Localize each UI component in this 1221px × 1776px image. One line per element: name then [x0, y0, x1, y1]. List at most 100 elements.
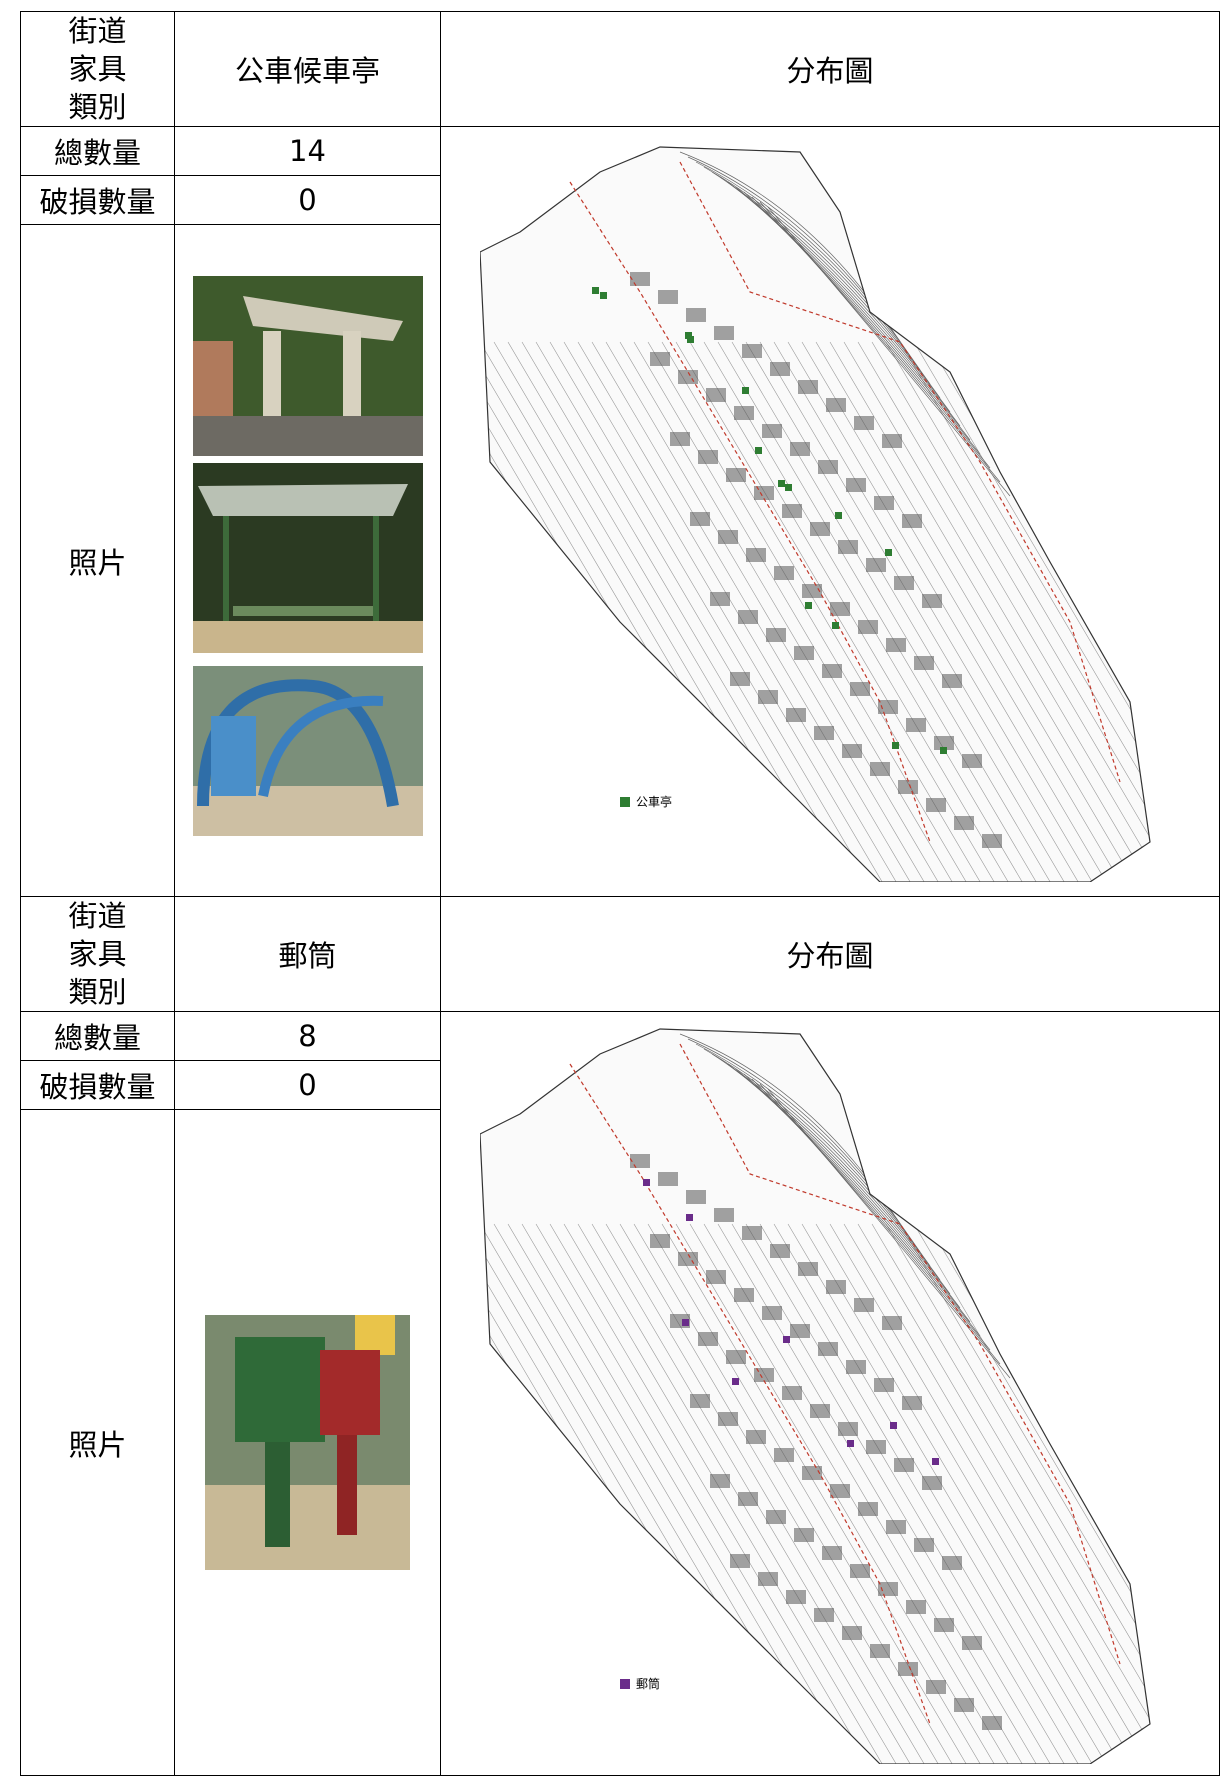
block: [962, 1635, 982, 1650]
block: [798, 1261, 818, 1276]
table-body: 街道家具類別 公車候車亭 分布圖 總數量 14 公車亭 破損數量 0 照片 街道家具類別 郵筒 分布圖…: [20, 11, 1220, 1776]
photos: [205, 1315, 410, 1570]
photo-row: 照片: [20, 1109, 1220, 1776]
block: [846, 477, 866, 492]
block: [686, 1189, 706, 1204]
block: [794, 1527, 814, 1542]
block: [746, 547, 766, 562]
marker: [932, 1457, 939, 1465]
map-line: [535, 1223, 867, 1764]
map-line: [647, 1223, 979, 1764]
block: [726, 467, 746, 482]
marker: [742, 386, 749, 394]
map-line: [535, 341, 867, 882]
marker: [805, 601, 812, 609]
block: [870, 761, 890, 776]
pillar: [262, 330, 281, 416]
block: [734, 1287, 754, 1302]
damaged-label: 破損數量: [20, 175, 175, 225]
block: [982, 1715, 1002, 1730]
map-line: [1152, 342, 1180, 882]
route: [679, 161, 1121, 782]
red-box: [320, 1350, 380, 1435]
block: [894, 1457, 914, 1472]
block: [698, 449, 718, 464]
block: [730, 671, 750, 686]
contour: [767, 206, 1011, 496]
map-line: [857, 1223, 1150, 1764]
block: [698, 1331, 718, 1346]
block: [922, 1475, 942, 1490]
map-header: 分布圖: [440, 896, 1220, 1012]
block: [762, 1305, 782, 1320]
total-label: 總數量: [20, 1011, 175, 1061]
block: [822, 1545, 842, 1560]
roof: [242, 295, 403, 341]
block: [906, 717, 926, 732]
photo-cell: [174, 224, 441, 897]
map-line: [787, 1223, 1119, 1764]
block: [798, 379, 818, 394]
legend-label: 郵筒: [636, 1676, 660, 1691]
block: [858, 1501, 878, 1516]
marker: [778, 479, 785, 487]
block: [650, 351, 670, 366]
block: [690, 511, 710, 526]
header-cell: 街道家具類別: [20, 11, 175, 127]
damaged-row: 破損數量 0: [20, 175, 1220, 225]
block: [826, 1279, 846, 1294]
furniture-table: 街道家具類別 公車候車亭 分布圖 總數量 14 公車亭 破損數量 0 照片 街道家具類別 郵筒 分布圖…: [20, 11, 1220, 1776]
marker: [785, 483, 792, 491]
total-row: 總數量 8 郵筒: [20, 1011, 1220, 1776]
block: [934, 1617, 954, 1632]
block: [738, 1491, 758, 1506]
item-name: 郵筒: [174, 896, 441, 1012]
panel: [210, 715, 256, 796]
marker: [892, 741, 899, 749]
ground: [192, 415, 423, 456]
block: [658, 1171, 678, 1186]
map-line: [815, 341, 1147, 882]
block: [878, 1581, 898, 1596]
block: [630, 271, 650, 286]
block: [842, 743, 862, 758]
block: [802, 1465, 822, 1480]
green-post: [265, 1442, 290, 1547]
block: [770, 1243, 790, 1258]
block: [730, 1553, 750, 1568]
damaged-value: 0: [174, 175, 441, 225]
map-line: [885, 1223, 1150, 1764]
block: [706, 1269, 726, 1284]
marker: [890, 1421, 897, 1429]
block: [826, 397, 846, 412]
block: [846, 1359, 866, 1374]
map-outline: [480, 1027, 1151, 1764]
marker: [687, 335, 694, 343]
block: [926, 1679, 946, 1694]
block: [874, 495, 894, 510]
map-line: [773, 1223, 1105, 1764]
block: [942, 673, 962, 688]
bench: [232, 605, 373, 616]
block: [794, 645, 814, 660]
marker: [732, 1377, 739, 1385]
damaged-value: 0: [174, 1060, 441, 1110]
contour: [703, 166, 931, 384]
marker: [832, 621, 839, 629]
block: [954, 1697, 974, 1712]
block: [838, 539, 858, 554]
block: [718, 1411, 738, 1426]
block: [874, 1377, 894, 1392]
block: [882, 1315, 902, 1330]
damaged-row: 破損數量 0: [20, 1060, 1220, 1110]
marker: [600, 291, 607, 299]
map-line: [899, 1223, 1150, 1764]
block: [630, 1153, 650, 1168]
block: [894, 575, 914, 590]
block: [982, 833, 1002, 848]
header-cell: 街道家具類別: [20, 896, 175, 1012]
block: [770, 361, 790, 376]
map-line: [857, 341, 1150, 882]
marker: [835, 511, 842, 519]
block: [854, 1297, 874, 1312]
